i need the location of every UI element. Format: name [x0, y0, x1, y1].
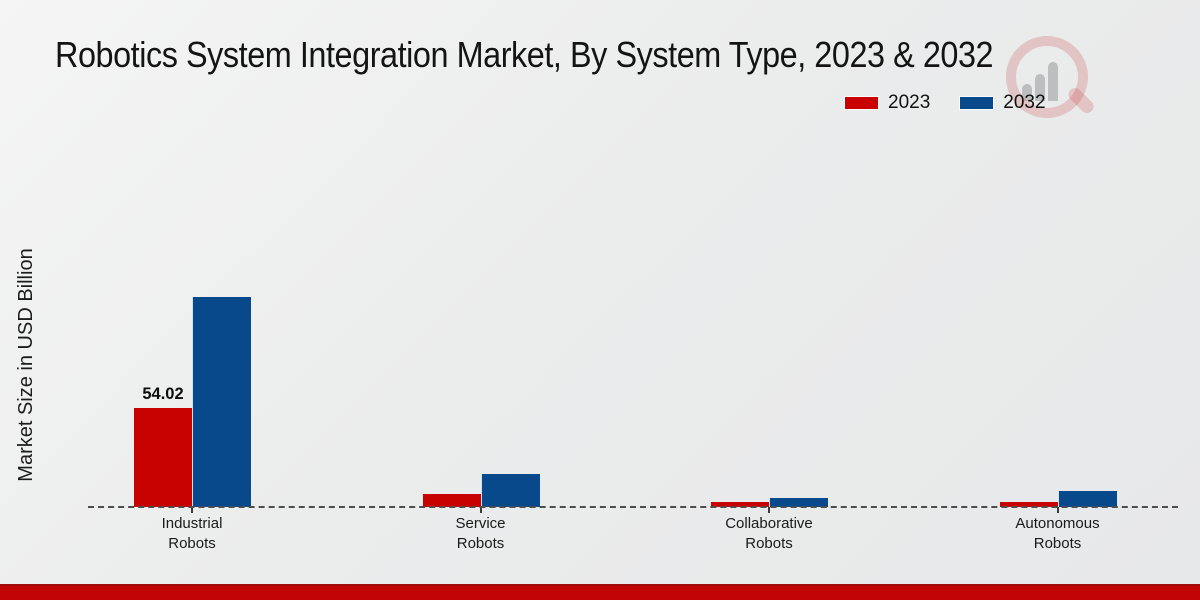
- bar-2023-autonomous-robots: [999, 502, 1058, 507]
- bar-2023-industrial-robots: [134, 408, 192, 507]
- x-axis-tick: [191, 507, 193, 513]
- chart-title: Robotics System Integration Market, By S…: [55, 34, 994, 75]
- magnifier-icon: [1006, 36, 1088, 118]
- x-axis-tick: [479, 507, 482, 513]
- legend-label-2023: 2023: [888, 92, 931, 113]
- bar-2023-collaborative-robots: [711, 502, 769, 507]
- legend-swatch-2032: [960, 97, 994, 109]
- legend-label-2032: 2032: [1003, 92, 1046, 113]
- bar-2032-industrial-robots: [192, 296, 251, 507]
- legend-swatch-2023: [845, 97, 878, 109]
- category-label-autonomous-robots: Autonomous Robots: [1015, 515, 1100, 552]
- x-axis-tick: [768, 507, 770, 513]
- bar-2032-service-robots: [480, 474, 540, 507]
- mrfr-logo-watermark: [998, 28, 1108, 123]
- bar-2032-collaborative-robots: [769, 498, 828, 507]
- bar-value-label: 54.02: [142, 385, 184, 403]
- bar-2023-service-robots: [422, 493, 481, 507]
- legend-item-2023: 2023: [845, 92, 930, 114]
- bar-2032-autonomous-robots: [1057, 491, 1117, 507]
- x-axis-tick: [1056, 507, 1059, 513]
- legend-item-2032: 2032: [960, 92, 1046, 114]
- footer-accent-bar: [0, 584, 1200, 600]
- category-label-service-robots: Service Robots: [455, 515, 506, 552]
- x-axis-baseline: [88, 506, 1178, 508]
- category-label-industrial-robots: Industrial Robots: [161, 515, 223, 552]
- category-label-collaborative-robots: Collaborative Robots: [725, 515, 813, 552]
- legend: 2023 2032: [845, 92, 1046, 114]
